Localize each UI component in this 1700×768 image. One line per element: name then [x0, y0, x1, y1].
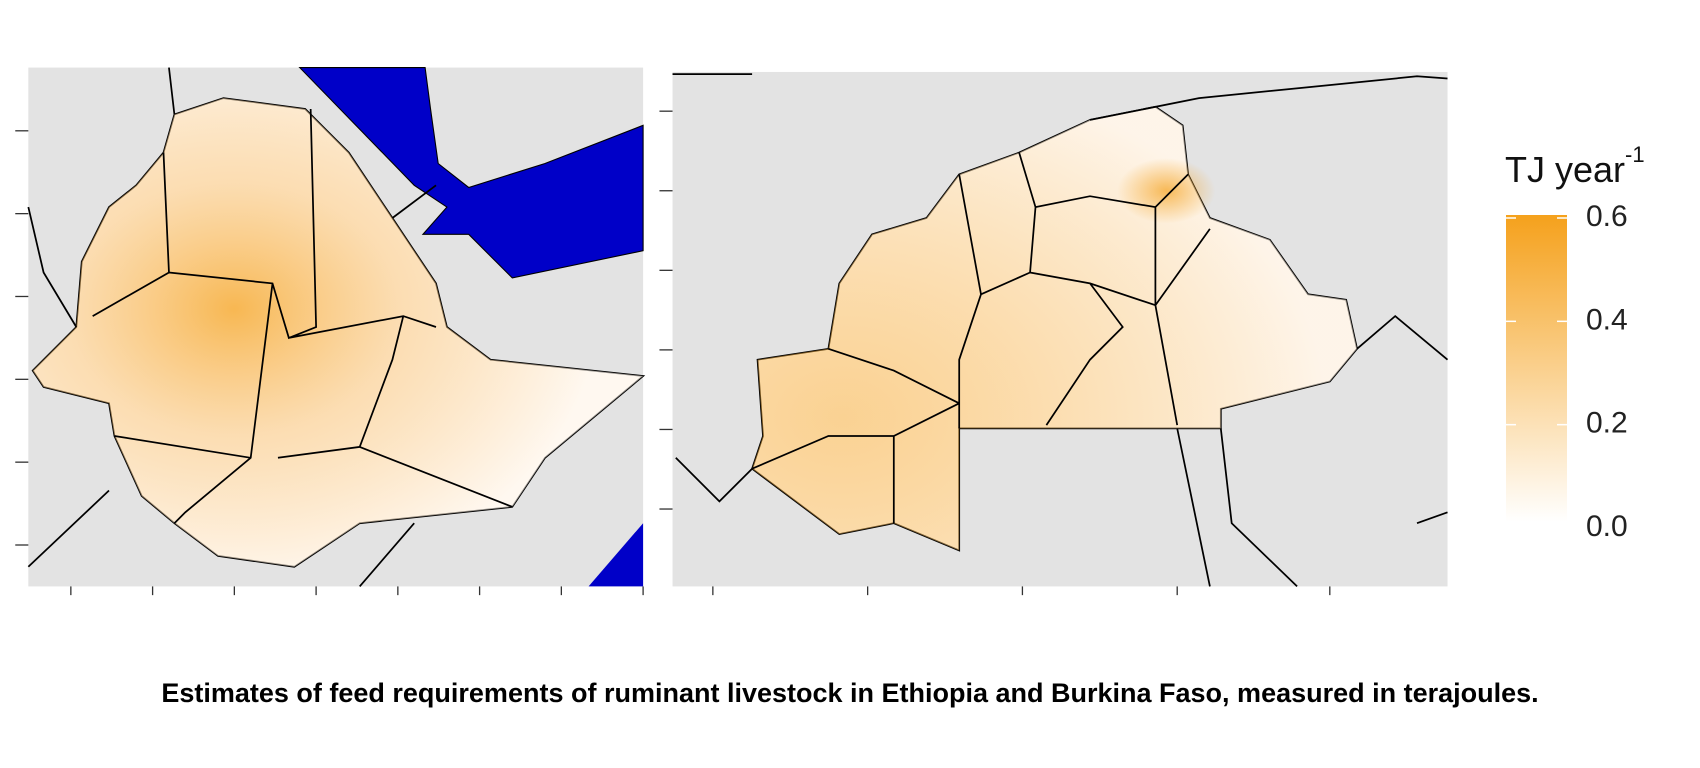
sea	[298, 67, 644, 279]
region-borders	[92, 108, 513, 524]
density	[752, 106, 1358, 551]
colorbar-tick-label: 0.6	[1586, 200, 1628, 233]
caption: Estimates of feed requirements of rumina…	[161, 678, 1538, 708]
colorbar-tick-label: 0.2	[1586, 407, 1628, 440]
colorbar	[1506, 215, 1567, 522]
axis-ticks	[15, 130, 644, 596]
colorbar-tick-label: 0.4	[1586, 303, 1628, 336]
axis-ticks	[659, 110, 1331, 596]
legend-title-superscript: -1	[1625, 142, 1645, 167]
sea	[588, 523, 644, 587]
density	[32, 98, 644, 567]
legend-title: TJ year-1	[1505, 142, 1645, 190]
neighbor-borders	[672, 73, 1449, 588]
colorbar-tick-label: 0.0	[1586, 510, 1628, 543]
ethiopia-map	[15, 67, 646, 596]
neighbor-borders	[27, 67, 437, 587]
density	[1117, 158, 1216, 224]
legend-title-text: TJ year	[1505, 149, 1625, 190]
burkina-faso-map	[659, 71, 1449, 596]
maps	[15, 67, 1449, 596]
legend: TJ year-1 0.0 0.2 0.4 0.6	[1505, 142, 1645, 543]
region-borders	[751, 152, 1211, 524]
